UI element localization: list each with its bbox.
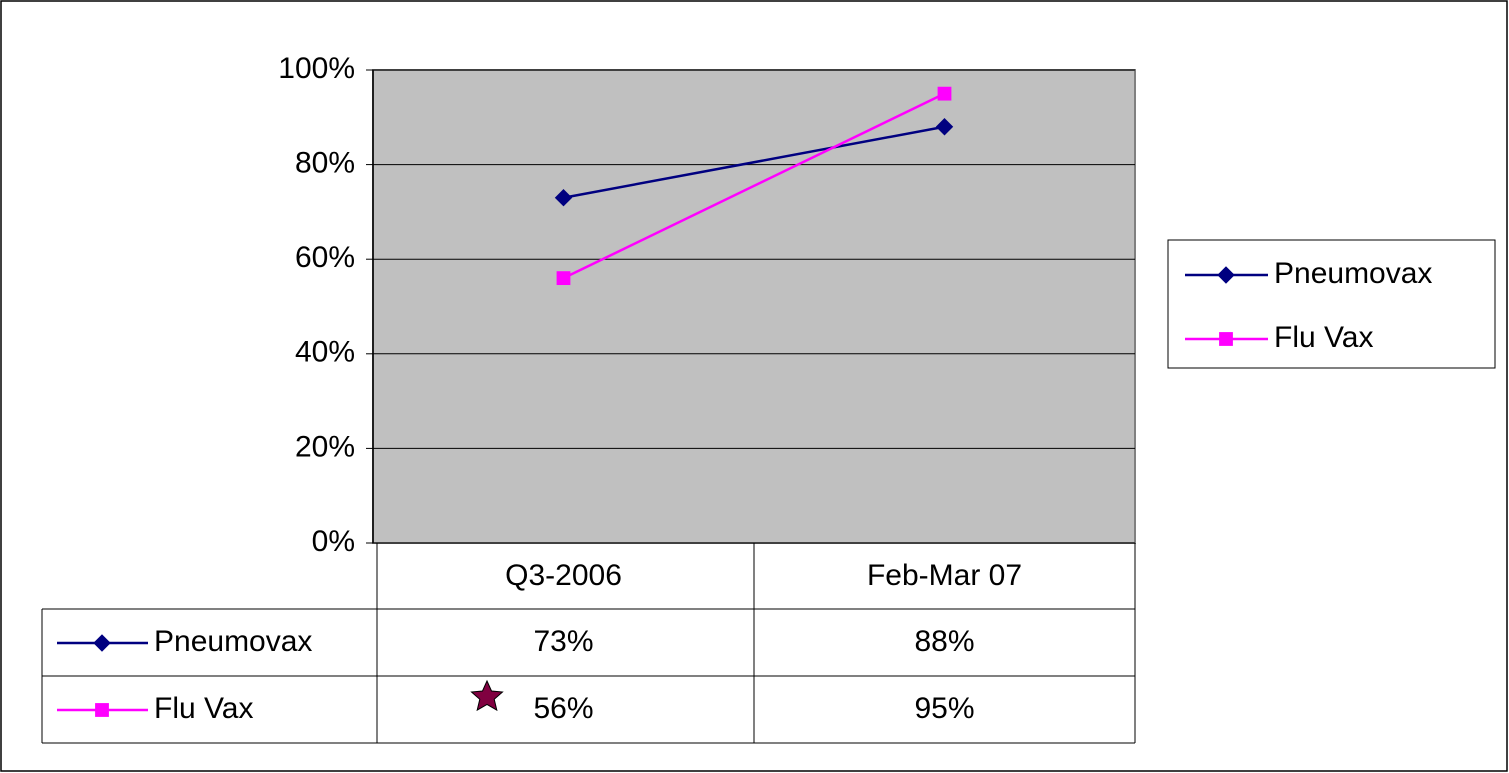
table-row-label: Flu Vax bbox=[154, 692, 253, 725]
table-legend-marker bbox=[93, 634, 111, 652]
legend-marker bbox=[1219, 332, 1233, 346]
plot-area bbox=[372, 69, 1136, 544]
table-value-label: 73% bbox=[533, 625, 593, 658]
series-line bbox=[563, 125, 945, 199]
table-value-label: 56% bbox=[533, 692, 593, 725]
table-value-label: 95% bbox=[914, 692, 974, 725]
data-point bbox=[937, 86, 952, 101]
star-annotation bbox=[470, 679, 504, 712]
table-legend-marker bbox=[95, 703, 109, 717]
x-tick-label: Q3-2006 bbox=[505, 559, 622, 592]
legend-marker bbox=[1217, 266, 1235, 284]
table-value-label: 88% bbox=[914, 625, 974, 658]
y-tick-label: 100% bbox=[278, 52, 355, 85]
y-tick-label: 40% bbox=[295, 336, 355, 369]
series-line bbox=[562, 92, 946, 280]
y-tick-label: 80% bbox=[295, 147, 355, 180]
y-tick-label: 20% bbox=[295, 430, 355, 463]
legend-label: Pneumovax bbox=[1274, 257, 1432, 290]
legend-box bbox=[1167, 239, 1496, 369]
data-point bbox=[554, 189, 573, 207]
data-point bbox=[556, 271, 571, 286]
data-point bbox=[935, 118, 954, 136]
x-tick-label: Feb-Mar 07 bbox=[867, 559, 1022, 592]
y-tick-label: 60% bbox=[295, 241, 355, 274]
table-row-label: Pneumovax bbox=[154, 625, 312, 658]
y-tick-label: 0% bbox=[312, 525, 355, 558]
legend-label: Flu Vax bbox=[1274, 321, 1373, 354]
